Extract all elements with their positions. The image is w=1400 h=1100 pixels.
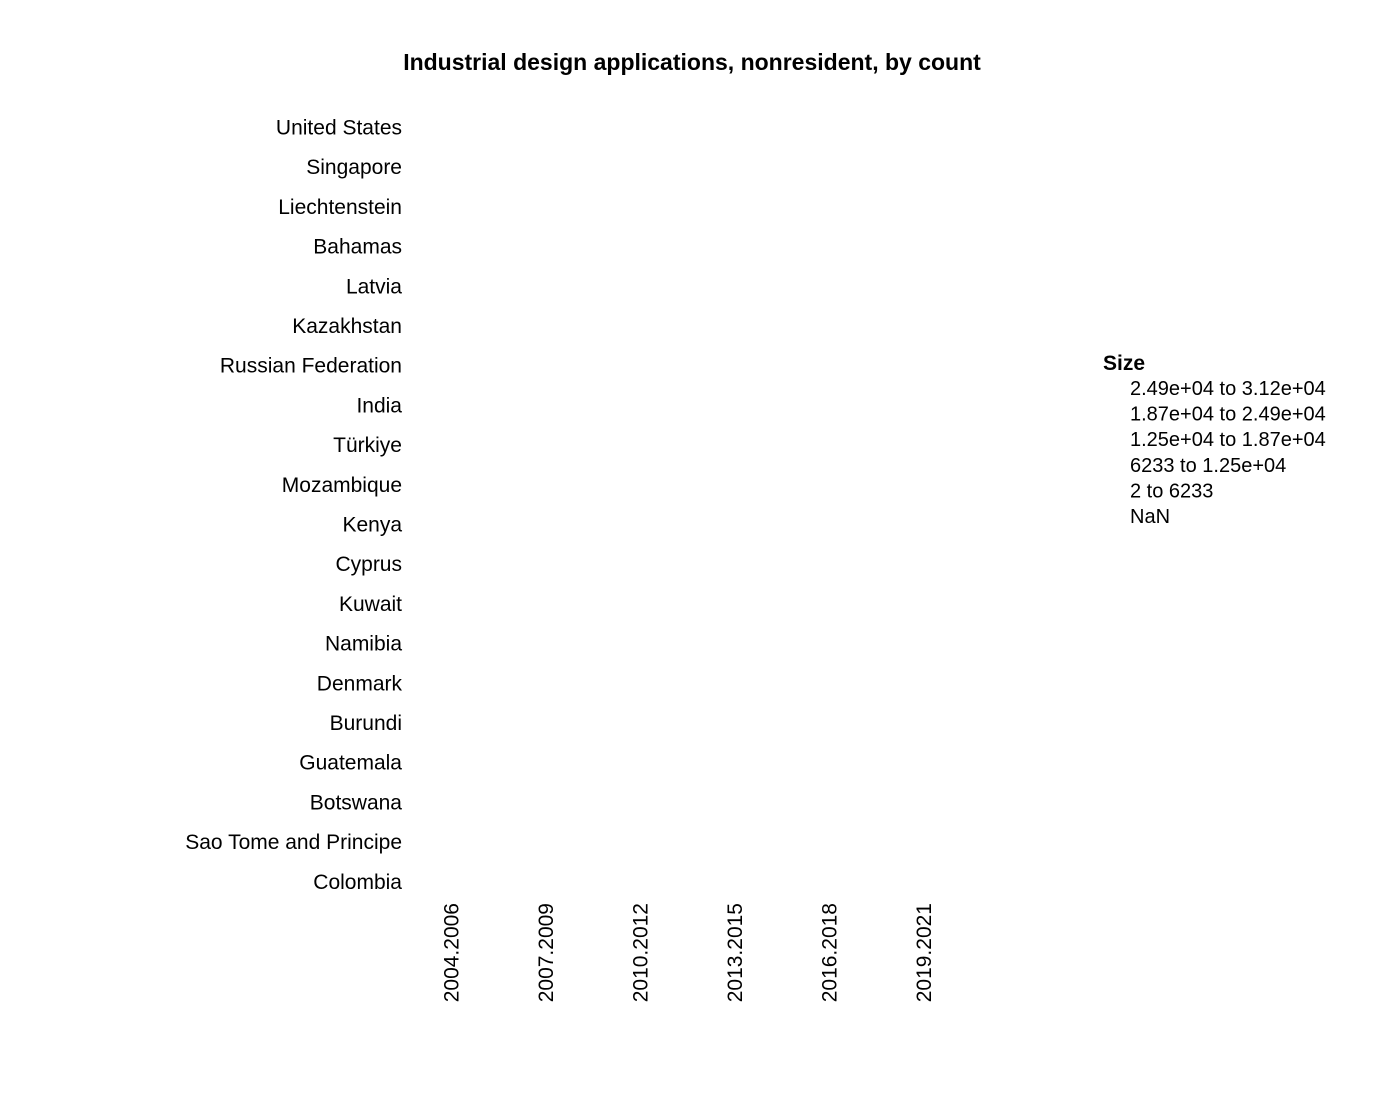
x-tick-label: 2013.2015 — [724, 903, 747, 1002]
y-tick-label: Kuwait — [339, 593, 402, 616]
x-tick-label: 2016.2018 — [819, 903, 842, 1002]
y-tick-label: United States — [276, 117, 402, 140]
y-tick-label: Guatemala — [299, 752, 402, 775]
y-tick-label: Latvia — [346, 275, 402, 298]
x-tick-label: 2010.2012 — [630, 903, 653, 1002]
x-axis-labels: 2004.2006 2007.2009 2010.2012 2013.2015 2016… — [441, 903, 937, 1002]
y-tick-label: Mozambique — [282, 474, 402, 497]
legend-item: 2.49e+04 to 3.12e+04 — [1130, 378, 1326, 400]
y-tick-label: Singapore — [306, 156, 402, 179]
legend-item: 2 to 6233 — [1130, 480, 1213, 502]
y-axis-labels: United States Singapore Liechtenstein Baham… — [185, 117, 402, 894]
y-tick-label: Colombia — [313, 871, 402, 894]
legend-item: 6233 to 1.25e+04 — [1130, 455, 1286, 477]
y-tick-label: Namibia — [325, 633, 402, 656]
y-tick-label: Türkiye — [333, 434, 402, 457]
y-tick-label: Sao Tome and Principe — [185, 831, 402, 854]
chart-title: Industrial design applications, nonresid… — [403, 49, 981, 75]
y-tick-label: Botswana — [310, 791, 403, 814]
legend-items: 2.49e+04 to 3.12e+04 1.87e+04 to 2.49e+04… — [1130, 378, 1326, 528]
legend-item: 1.25e+04 to 1.87e+04 — [1130, 429, 1326, 451]
y-tick-label: Liechtenstein — [278, 196, 402, 219]
legend-item: 1.87e+04 to 2.49e+04 — [1130, 404, 1326, 426]
y-tick-label: Kazakhstan — [292, 315, 402, 338]
y-tick-label: Cyprus — [335, 553, 402, 576]
x-tick-label: 2019.2021 — [913, 903, 936, 1002]
legend-item: NaN — [1130, 506, 1170, 528]
y-tick-label: Kenya — [342, 514, 402, 537]
x-tick-label: 2007.2009 — [535, 903, 558, 1002]
legend: Size 2.49e+04 to 3.12e+04 1.87e+04 to 2.4… — [1103, 352, 1326, 528]
y-tick-label: India — [356, 394, 402, 417]
y-tick-label: Russian Federation — [220, 355, 402, 378]
y-tick-label: Denmark — [317, 672, 403, 695]
y-tick-label: Burundi — [330, 712, 402, 735]
x-tick-label: 2004.2006 — [441, 903, 464, 1002]
legend-title: Size — [1103, 352, 1145, 375]
y-tick-label: Bahamas — [313, 236, 402, 259]
